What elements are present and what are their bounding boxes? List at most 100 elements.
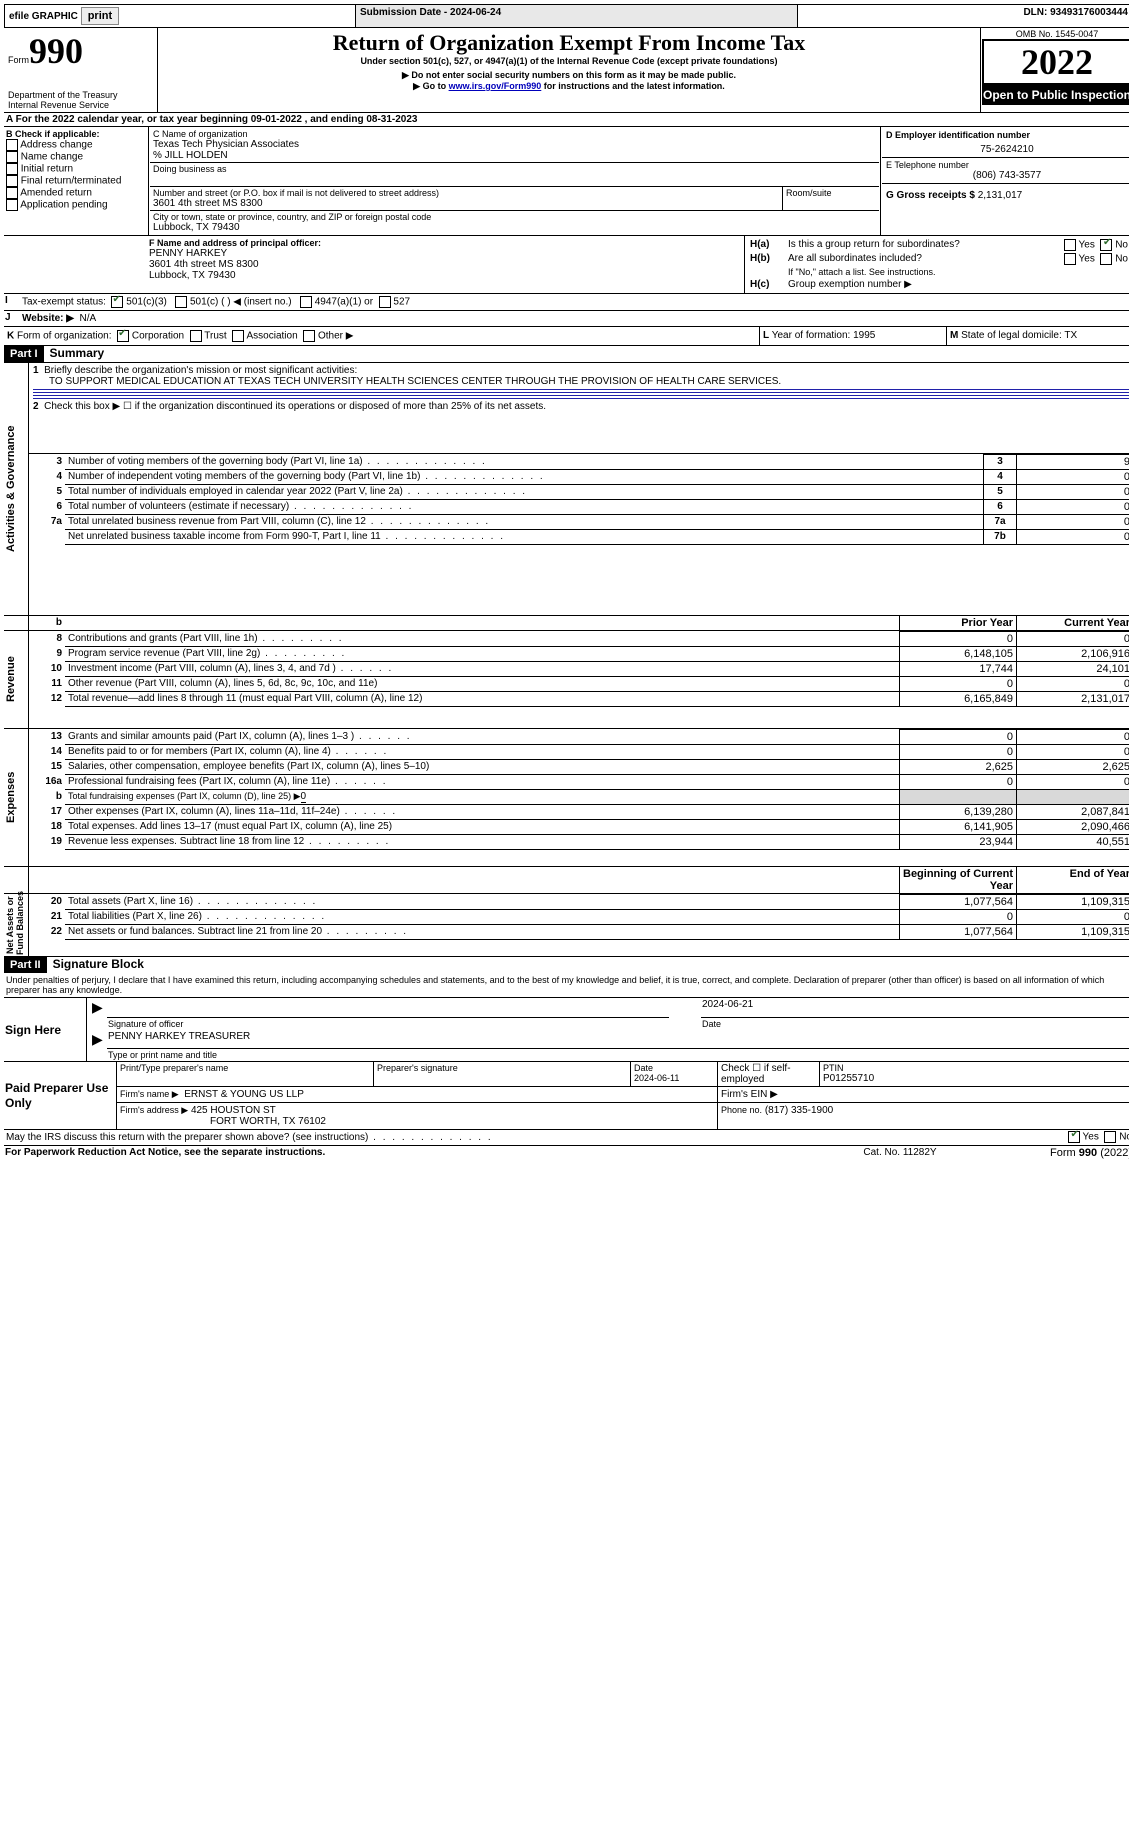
summary-row: 3Number of voting members of the governi… [29,455,1129,470]
firm-name-label: Firm's name ▶ [120,1089,179,1099]
efile-label: efile GRAPHIC [9,11,78,22]
boxB-item: Initial return [6,163,146,175]
city-value: Lubbock, TX 79430 [153,222,876,233]
checkbox-Hb-no[interactable] [1100,253,1112,265]
preparer-name-label: Print/Type preparer's name [120,1063,370,1073]
side-revenue: Revenue [5,632,17,727]
checkbox-4947[interactable] [300,296,312,308]
money-row: 13Grants and similar amounts paid (Part … [29,730,1129,745]
current-year-hdr: Current Year [1017,616,1129,630]
money-row: 19Revenue less expenses. Subtract line 1… [29,835,1129,850]
boxD-label: D Employer identification number [886,130,1128,140]
checkbox-initial-return[interactable] [6,163,18,175]
form990-link[interactable]: www.irs.gov/Form990 [449,81,542,91]
money-row: 14Benefits paid to or for members (Part … [29,745,1129,760]
side-expenses: Expenses [5,730,17,865]
phone-value: (806) 743-3577 [886,170,1128,181]
dln-label: DLN: [1023,7,1050,18]
checkbox-Ha-no[interactable] [1100,239,1112,251]
form-prefix: Form [8,55,29,65]
money-row: 15Salaries, other compensation, employee… [29,760,1129,775]
money-row: 10Investment income (Part VIII, column (… [29,662,1129,677]
money-row: 21Total liabilities (Part X, line 26)00 [29,910,1129,925]
firm-ein-label: Firm's EIN ▶ [718,1087,1129,1103]
j-line: J Website: ▶ N/A [4,311,1129,326]
boxG-label: G Gross receipts $ [886,190,975,201]
sig-date-label: Date [701,1017,1129,1030]
summary-row: 7aTotal unrelated business revenue from … [29,515,1129,530]
form-number: 990 [29,31,83,71]
checkbox-Ha-yes[interactable] [1064,239,1076,251]
officer-addr2: Lubbock, TX 79430 [149,270,741,281]
prep-date-label: Date [634,1063,714,1073]
org-name: Texas Tech Physician Associates [153,139,876,150]
Hb-label: H(b) [749,252,787,266]
entity-block: B Check if applicable: Address change Na… [4,127,1129,235]
sign-here-block: Sign Here ▶ 2024-06-21 Signature of offi… [4,998,1129,1061]
gross-receipts: 2,131,017 [978,190,1023,201]
summary-row: 4Number of independent voting members of… [29,470,1129,485]
sig-date-val: 2024-06-21 [701,998,1129,1017]
checkbox-assoc[interactable] [232,330,244,342]
paid-preparer: Paid Preparer Use Only [5,1081,115,1111]
checkbox-Hb-yes[interactable] [1064,253,1076,265]
room-label: Room/suite [786,188,876,198]
form-note1: ▶ Do not enter social security numbers o… [159,70,979,81]
boxB-item: Application pending [6,199,146,211]
preparer-sig-label: Preparer's signature [377,1063,627,1073]
ptin-label: PTIN [823,1063,1129,1073]
money-row: 16aProfessional fundraising fees (Part I… [29,775,1129,790]
self-emp-check: Check ☐ if self-employed [718,1062,820,1087]
l2-text: Check this box ▶ ☐ if the organization d… [44,401,546,412]
dln-value: 93493176003444 [1050,7,1128,18]
money-row: 18Total expenses. Add lines 13–17 (must … [29,820,1129,835]
checkbox-irs-no[interactable] [1104,1131,1116,1143]
boxB-item: Name change [6,151,146,163]
checkbox-address-change[interactable] [6,139,18,151]
sub-date: 2024-06-24 [450,7,501,18]
checkbox-501c3[interactable] [111,296,123,308]
firm-addr2: FORT WORTH, TX 76102 [120,1116,326,1127]
year-formation: 1995 [853,330,875,341]
officer-name: PENNY HARKEY [149,248,741,259]
declaration: Under penalties of perjury, I declare th… [4,973,1129,997]
checkbox-final-return[interactable] [6,175,18,187]
checkbox-trust[interactable] [190,330,202,342]
dba-label: Doing business as [153,164,876,174]
checkbox-app-pending[interactable] [6,199,18,211]
checkbox-other[interactable] [303,330,315,342]
end-year-hdr: End of Year [1017,867,1129,893]
form-title: Return of Organization Exempt From Incom… [159,30,979,56]
printed-name-label: Type or print name and title [107,1049,1129,1062]
checkbox-501c[interactable] [175,296,187,308]
checkbox-527[interactable] [379,296,391,308]
side-activities: Activities & Governance [5,364,17,614]
boxB-item: Final return/terminated [6,175,146,187]
part1-table: Activities & Governance 1 Briefly descri… [4,363,1129,957]
money-row: bTotal fundraising expenses (Part IX, co… [29,790,1129,805]
paid-preparer-block: Paid Preparer Use Only Print/Type prepar… [4,1062,1129,1129]
checkbox-corp[interactable] [117,330,129,342]
form-header: Form990 Department of the Treasury Inter… [4,28,1129,113]
checkbox-amended[interactable] [6,187,18,199]
mission: TO SUPPORT MEDICAL EDUCATION AT TEXAS TE… [33,376,1129,387]
dept-treasury: Department of the Treasury [8,90,153,100]
klm-block: K Form of organization: Corporation Trus… [4,327,1129,345]
org-care: % JILL HOLDEN [153,150,876,161]
open-badge: Open to Public Inspection [982,85,1129,105]
boxC-name-label: C Name of organization [153,129,876,139]
tax-year: 2022 [982,39,1129,85]
prior-year-hdr: Prior Year [900,616,1017,630]
Hb-note: If "No," attach a list. See instructions… [787,266,1129,278]
print-button[interactable]: print [81,7,119,25]
boxB-item: Amended return [6,187,146,199]
checkbox-name-change[interactable] [6,151,18,163]
form-note2: ▶ Go to www.irs.gov/Form990 for instruct… [159,81,979,92]
cat-no: Cat. No. 11282Y [809,1146,991,1160]
state-domicile: TX [1064,330,1077,341]
money-row: 9Program service revenue (Part VIII, lin… [29,647,1129,662]
may-irs-row: May the IRS discuss this return with the… [4,1130,1129,1145]
printed-name: PENNY HARKEY TREASURER [107,1030,1129,1049]
checkbox-irs-yes[interactable] [1068,1131,1080,1143]
street-label: Number and street (or P.O. box if mail i… [153,188,779,198]
